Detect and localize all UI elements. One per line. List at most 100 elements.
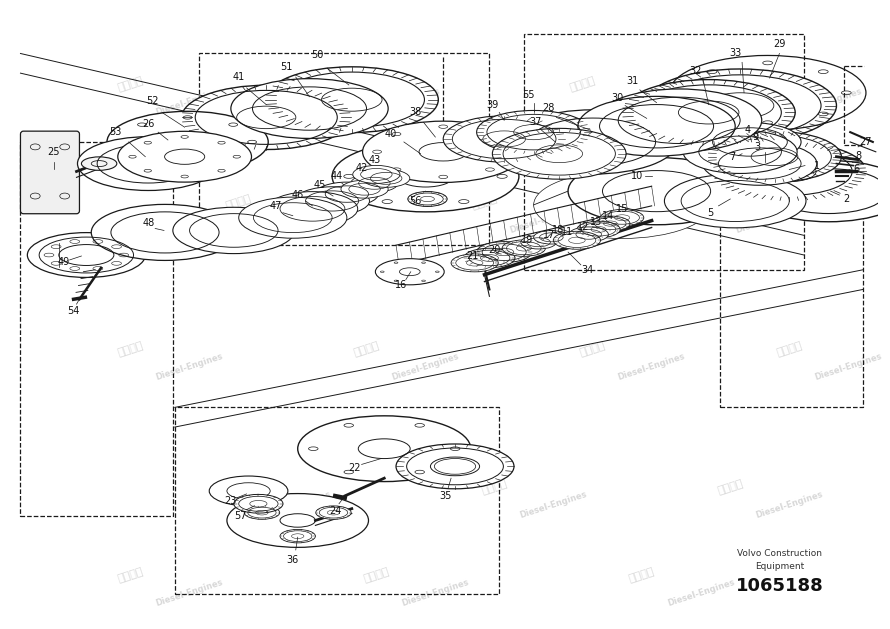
Ellipse shape — [492, 128, 626, 179]
Bar — [20, 142, 173, 516]
Text: 紫发动门: 紫发动门 — [362, 567, 391, 584]
Ellipse shape — [77, 136, 219, 191]
Text: 11: 11 — [561, 228, 573, 237]
Text: 41: 41 — [232, 72, 245, 82]
Text: Volvo Construction
Equipment: Volvo Construction Equipment — [737, 549, 822, 571]
Text: 47: 47 — [270, 201, 282, 211]
Ellipse shape — [684, 130, 797, 174]
Text: 8: 8 — [855, 151, 862, 161]
Ellipse shape — [568, 157, 745, 225]
Text: 45: 45 — [313, 181, 326, 190]
Text: 2: 2 — [843, 194, 849, 204]
Text: 57: 57 — [234, 511, 247, 521]
Text: Diesel-Engines: Diesel-Engines — [263, 204, 333, 235]
Ellipse shape — [396, 444, 514, 489]
Text: 51: 51 — [279, 62, 292, 72]
Text: 10: 10 — [631, 171, 643, 181]
Ellipse shape — [748, 160, 890, 222]
Text: Diesel-Engines: Diesel-Engines — [607, 87, 676, 117]
Text: 紫发动门: 紫发动门 — [756, 75, 784, 93]
Text: 30: 30 — [611, 92, 623, 103]
Text: 36: 36 — [287, 555, 299, 565]
Bar — [524, 34, 804, 270]
Ellipse shape — [267, 192, 358, 226]
Ellipse shape — [596, 89, 762, 152]
FancyBboxPatch shape — [20, 131, 79, 214]
Text: 42: 42 — [355, 162, 368, 172]
Ellipse shape — [234, 494, 283, 513]
Text: 5: 5 — [708, 208, 714, 218]
Text: Diesel-Engines: Diesel-Engines — [391, 352, 460, 382]
Text: 40: 40 — [385, 129, 397, 139]
Text: Diesel-Engines: Diesel-Engines — [519, 489, 588, 520]
Ellipse shape — [280, 530, 315, 543]
Ellipse shape — [295, 187, 369, 215]
Ellipse shape — [643, 69, 837, 142]
Ellipse shape — [703, 142, 817, 186]
Text: Diesel-Engines: Diesel-Engines — [509, 204, 578, 235]
Text: Diesel-Engines: Diesel-Engines — [735, 204, 805, 235]
Text: 32: 32 — [690, 66, 702, 76]
Text: 21: 21 — [466, 251, 479, 261]
Ellipse shape — [601, 209, 643, 226]
Bar — [174, 408, 499, 594]
Ellipse shape — [521, 235, 556, 249]
Text: 18: 18 — [552, 225, 564, 235]
Text: 紫发动门: 紫发动门 — [578, 340, 607, 359]
Ellipse shape — [316, 506, 352, 520]
Ellipse shape — [92, 204, 239, 260]
Bar — [720, 201, 863, 408]
Text: 16: 16 — [395, 279, 407, 289]
Ellipse shape — [265, 67, 438, 133]
Ellipse shape — [81, 157, 117, 170]
Ellipse shape — [477, 242, 531, 262]
Text: 37: 37 — [530, 117, 542, 127]
Text: Diesel-Engines: Diesel-Engines — [155, 578, 224, 608]
Ellipse shape — [362, 169, 409, 187]
Text: 27: 27 — [860, 137, 872, 147]
Text: 39: 39 — [486, 99, 498, 109]
Text: Diesel-Engines: Diesel-Engines — [400, 578, 470, 608]
Ellipse shape — [315, 182, 378, 206]
Ellipse shape — [332, 141, 519, 212]
Ellipse shape — [117, 131, 252, 182]
Text: 44: 44 — [331, 171, 344, 181]
Ellipse shape — [534, 231, 569, 244]
Text: Diesel-Engines: Diesel-Engines — [371, 87, 441, 117]
Ellipse shape — [231, 79, 388, 138]
Ellipse shape — [676, 157, 829, 215]
Ellipse shape — [244, 506, 279, 520]
Ellipse shape — [699, 123, 801, 162]
Text: 54: 54 — [68, 306, 80, 316]
Text: 紫发动门: 紫发动门 — [117, 340, 145, 359]
Text: 紫发动门: 紫发动门 — [775, 340, 804, 359]
Ellipse shape — [173, 208, 295, 253]
Ellipse shape — [508, 110, 677, 174]
Text: 紫发动门: 紫发动门 — [569, 75, 597, 93]
Text: 19: 19 — [521, 235, 533, 245]
Text: 1: 1 — [813, 160, 820, 170]
Text: 55: 55 — [522, 90, 535, 100]
Ellipse shape — [451, 254, 498, 272]
Text: 紫发动门: 紫发动门 — [481, 478, 508, 496]
Text: 4: 4 — [745, 125, 751, 135]
Ellipse shape — [477, 111, 591, 154]
Ellipse shape — [351, 174, 398, 192]
Ellipse shape — [622, 80, 795, 145]
Text: 1065188: 1065188 — [735, 577, 823, 595]
Text: 紫发动门: 紫发动门 — [333, 75, 361, 93]
Text: 紫发动门: 紫发动门 — [117, 567, 145, 584]
Ellipse shape — [443, 116, 565, 162]
Text: 35: 35 — [439, 491, 451, 501]
Text: 20: 20 — [488, 245, 500, 255]
Ellipse shape — [569, 227, 609, 242]
Ellipse shape — [362, 121, 524, 182]
Ellipse shape — [665, 174, 806, 228]
Text: 43: 43 — [368, 155, 381, 165]
Text: 紫发动门: 紫发动门 — [627, 567, 656, 584]
Text: 25: 25 — [48, 147, 61, 157]
Ellipse shape — [591, 216, 630, 231]
Text: 紫发动门: 紫发动门 — [716, 478, 744, 496]
Text: 53: 53 — [109, 127, 122, 137]
Text: Diesel-Engines: Diesel-Engines — [155, 87, 224, 117]
